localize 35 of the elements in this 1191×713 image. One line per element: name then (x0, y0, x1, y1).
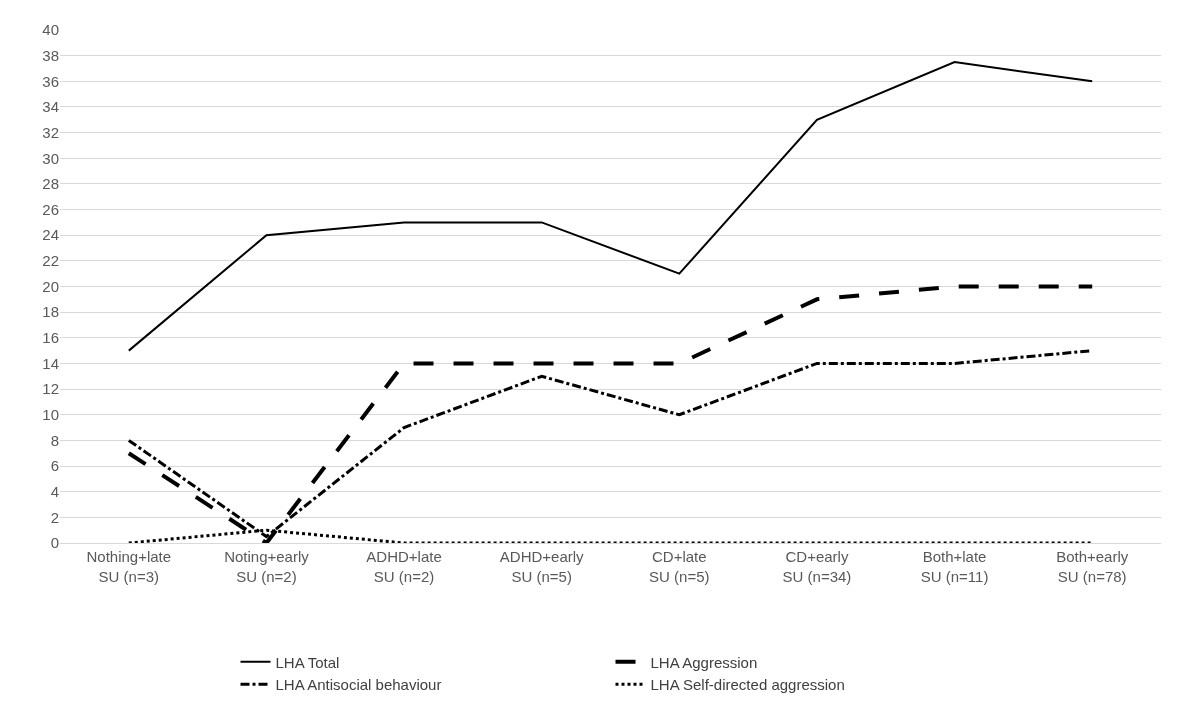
y-tick-label: 40 (42, 21, 59, 39)
y-tick-label: 22 (42, 252, 59, 270)
line-series (126, 284, 1095, 543)
y-tick-label: 24 (42, 226, 59, 244)
y-tick-label: 34 (42, 98, 59, 116)
y-tick-label: 30 (42, 149, 59, 167)
legend-label: LHA Total (275, 653, 340, 671)
y-tick-label: 18 (42, 303, 59, 321)
x-tick-label: ADHD+late SU (n=2) (366, 548, 442, 585)
y-tick-label: 26 (42, 200, 59, 218)
x-tick-label: CD+late SU (n=5) (649, 548, 710, 585)
y-tick-label: 12 (42, 380, 59, 398)
y-tick-label: 4 (50, 482, 59, 500)
x-tick-label: ADHD+early SU (n=5) (499, 548, 585, 585)
y-tick-label: 28 (42, 175, 59, 193)
y-tick-label: 6 (50, 457, 59, 475)
x-tick-label: Nothing+late SU (n=3) (86, 548, 172, 585)
line-series (127, 61, 1094, 352)
x-tick-label: Noting+early SU (n=2) (224, 548, 310, 585)
legend-label: LHA Antisocial behaviour (275, 676, 442, 694)
y-tick-label: 8 (50, 431, 59, 449)
x-tick-label: CD+early SU (n=34) (782, 548, 852, 585)
y-tick-label: 10 (42, 406, 59, 423)
y-tick-label: 32 (42, 123, 59, 141)
y-tick-label: 14 (42, 354, 59, 372)
x-tick-label: Both+early SU (n=78) (1056, 548, 1129, 585)
legend-label: LHA Aggression (650, 653, 758, 671)
y-tick-label: 0 (50, 534, 59, 552)
y-tick-label: 38 (42, 46, 59, 64)
y-tick-label: 2 (50, 508, 59, 526)
y-tick-label: 16 (42, 329, 59, 347)
x-tick-label: Both+late SU (n=11) (920, 548, 989, 585)
y-tick-label: 20 (42, 277, 59, 295)
legend-label: LHA Self-directed aggression (650, 676, 845, 694)
y-tick-label: 36 (42, 72, 59, 90)
